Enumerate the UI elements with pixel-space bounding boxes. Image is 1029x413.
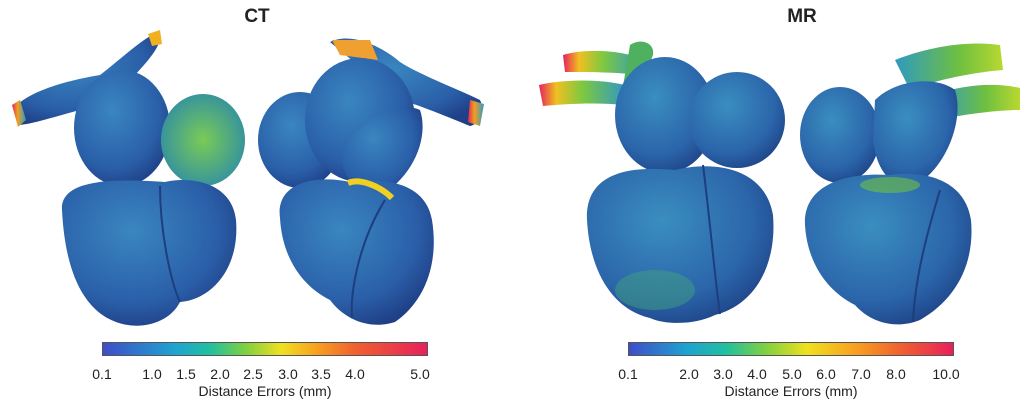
mr-tick-label: 7.0 xyxy=(851,366,871,382)
mr-tick-label: 0.1 xyxy=(618,366,638,382)
ct-tick-label: 1.0 xyxy=(142,366,162,382)
mr-tick-label: 6.0 xyxy=(816,366,836,382)
panel-title-ct: CT xyxy=(244,6,270,27)
ct-tick-label: 2.0 xyxy=(210,366,230,382)
ct-colorbar-label: Distance Errors (mm) xyxy=(198,383,332,399)
ct-heart-view-2 xyxy=(258,38,484,325)
ct-heart-renderings xyxy=(12,30,484,326)
ct-tick-label: 0.1 xyxy=(92,366,112,382)
ct-panel: CT xyxy=(12,6,484,399)
mr-heart-view-1 xyxy=(539,41,785,323)
ct-heart-view-1 xyxy=(12,30,245,326)
ct-tick-label: 5.0 xyxy=(410,366,430,382)
mr-tick-label: 2.0 xyxy=(679,366,699,382)
mr-tick-label: 5.0 xyxy=(782,366,802,382)
mr-panel: MR xyxy=(515,0,1029,413)
ct-tick-label: 3.5 xyxy=(311,366,331,382)
ct-tick-label: 1.5 xyxy=(176,366,196,382)
ct-tick-label: 4.0 xyxy=(345,366,365,382)
mr-heart-renderings xyxy=(539,41,1020,325)
mr-tick-label: 4.0 xyxy=(747,366,767,382)
mr-tick-label: 3.0 xyxy=(713,366,733,382)
panel-title-mr: MR xyxy=(787,6,817,27)
ct-tick-label: 3.0 xyxy=(278,366,298,382)
mr-heart-view-2 xyxy=(800,43,1020,325)
mr-colorbar-label: Distance Errors (mm) xyxy=(724,383,858,399)
mr-tick-label: 8.0 xyxy=(886,366,906,382)
mr-tick-label: 10.0 xyxy=(932,366,960,382)
mr-colorbar xyxy=(628,342,954,356)
ct-colorbar xyxy=(102,342,428,356)
ct-tick-label: 2.5 xyxy=(243,366,263,382)
